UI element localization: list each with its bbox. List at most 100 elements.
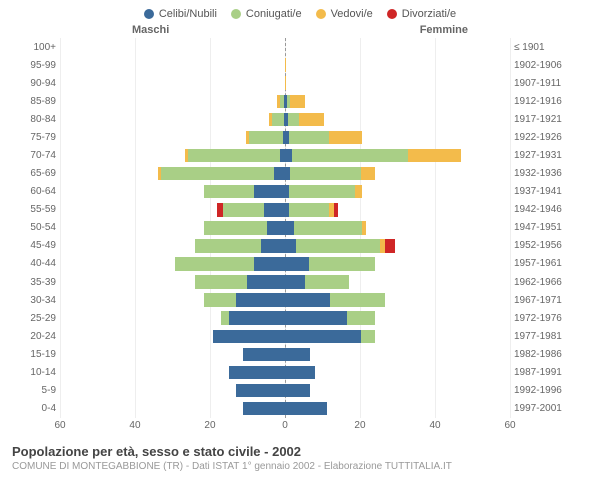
male-half xyxy=(60,92,285,110)
female-bar xyxy=(285,203,394,217)
male-half xyxy=(60,201,285,219)
female-bar xyxy=(285,402,383,416)
age-row: 35-391962-1966 xyxy=(60,273,510,291)
male-half xyxy=(60,327,285,345)
birth-year-label: 1922-1926 xyxy=(514,132,588,143)
legend-swatch xyxy=(316,9,326,19)
birth-year-label: 1927-1931 xyxy=(514,150,588,161)
female-bar xyxy=(285,113,379,127)
age-label: 30-34 xyxy=(12,295,56,306)
birth-year-label: 1997-2001 xyxy=(514,403,588,414)
birth-year-label: 1987-1991 xyxy=(514,367,588,378)
female-bar xyxy=(285,185,416,199)
bar-segment xyxy=(334,203,338,217)
bar-segment xyxy=(229,366,285,380)
x-axis: 6040200204060 xyxy=(60,418,510,438)
bar-segment xyxy=(285,348,310,362)
bar-segment xyxy=(305,275,349,289)
bar-segment xyxy=(236,384,285,398)
caption-subtitle: COMUNE DI MONTEGABBIONE (TR) - Dati ISTA… xyxy=(12,461,588,472)
male-bar xyxy=(158,330,286,344)
male-bar xyxy=(173,366,286,380)
bar-segment xyxy=(236,293,286,307)
x-tick-label: 20 xyxy=(204,420,215,431)
gridline xyxy=(510,38,511,418)
bar-segment xyxy=(285,293,330,307)
age-row: 80-841917-1921 xyxy=(60,110,510,128)
male-bar xyxy=(225,113,285,127)
female-half xyxy=(285,363,510,381)
rows-container: 100+≤ 190195-991902-190690-941907-191185… xyxy=(60,38,510,418)
bar-segment xyxy=(213,330,285,344)
birth-year-label: 1972-1976 xyxy=(514,313,588,324)
female-half xyxy=(285,146,510,164)
female-bar xyxy=(285,95,353,109)
bar-segment xyxy=(362,221,367,235)
caption-title: Popolazione per età, sesso e stato civil… xyxy=(12,444,588,459)
caption: Popolazione per età, sesso e stato civil… xyxy=(12,444,588,472)
age-label: 20-24 xyxy=(12,331,56,342)
chart-container: Celibi/NubiliConiugati/eVedovi/eDivorzia… xyxy=(0,0,600,500)
age-row: 40-441957-1961 xyxy=(60,255,510,273)
male-bar xyxy=(135,149,285,163)
female-bar xyxy=(285,76,296,90)
age-label: 75-79 xyxy=(12,132,56,143)
bar-segment xyxy=(296,239,380,253)
bar-segment xyxy=(254,257,286,271)
age-label: 25-29 xyxy=(12,313,56,324)
age-row: 70-741927-1931 xyxy=(60,146,510,164)
female-half xyxy=(285,38,510,56)
male-half xyxy=(60,219,285,237)
female-half xyxy=(285,273,510,291)
bar-segment xyxy=(285,311,347,325)
female-bar xyxy=(285,384,360,398)
age-row: 65-691932-1936 xyxy=(60,165,510,183)
age-row: 15-191982-1986 xyxy=(60,345,510,363)
bar-segment xyxy=(285,221,294,235)
birth-year-label: 1967-1971 xyxy=(514,295,588,306)
age-row: 85-891912-1916 xyxy=(60,92,510,110)
female-bar xyxy=(285,58,293,72)
birth-year-label: 1942-1946 xyxy=(514,204,588,215)
bar-segment xyxy=(285,384,310,398)
male-bar xyxy=(244,95,285,109)
female-half xyxy=(285,110,510,128)
bar-segment xyxy=(299,113,324,127)
age-row: 30-341967-1971 xyxy=(60,291,510,309)
female-bar xyxy=(285,167,428,181)
male-half xyxy=(60,273,285,291)
age-label: 0-4 xyxy=(12,403,56,414)
female-half xyxy=(285,327,510,345)
age-label: 45-49 xyxy=(12,240,56,251)
age-row: 60-641937-1941 xyxy=(60,183,510,201)
male-bar xyxy=(150,185,285,199)
bar-segment xyxy=(272,113,284,127)
legend-item: Coniugati/e xyxy=(231,8,302,20)
age-row: 90-941907-1911 xyxy=(60,74,510,92)
bar-segment xyxy=(264,203,285,217)
female-half xyxy=(285,309,510,327)
bar-segment xyxy=(285,330,361,344)
bar-segment xyxy=(254,185,286,199)
male-half xyxy=(60,165,285,183)
age-label: 65-69 xyxy=(12,168,56,179)
female-half xyxy=(285,291,510,309)
age-row: 100+≤ 1901 xyxy=(60,38,510,56)
male-half xyxy=(60,183,285,201)
age-row: 55-591942-1946 xyxy=(60,201,510,219)
male-half xyxy=(60,291,285,309)
age-label: 40-44 xyxy=(12,258,56,269)
bar-segment xyxy=(243,348,285,362)
birth-year-label: 1962-1966 xyxy=(514,277,588,288)
male-bar xyxy=(143,239,286,253)
female-half xyxy=(285,201,510,219)
age-label: 60-64 xyxy=(12,186,56,197)
age-row: 25-291972-1976 xyxy=(60,309,510,327)
x-tick-label: 0 xyxy=(282,420,288,431)
bar-segment xyxy=(249,131,283,145)
female-half xyxy=(285,56,510,74)
age-label: 50-54 xyxy=(12,222,56,233)
age-label: 95-99 xyxy=(12,60,56,71)
male-bar xyxy=(188,348,286,362)
male-half xyxy=(60,237,285,255)
